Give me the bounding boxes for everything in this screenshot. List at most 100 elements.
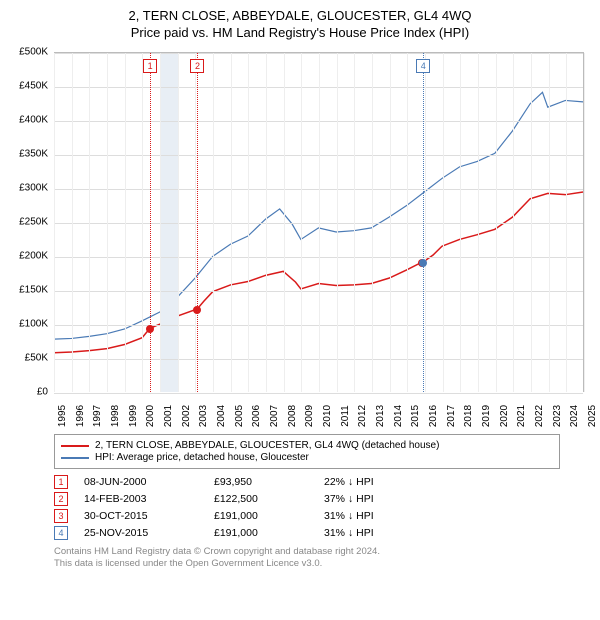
gridline-v [390,53,391,392]
table-row: 214-FEB-2003£122,50037% ↓ HPI [54,492,560,506]
table-row: 108-JUN-2000£93,95022% ↓ HPI [54,475,560,489]
gridline-v [584,53,585,392]
x-tick-label: 2010 [322,405,333,427]
y-tick-label: £100K [19,319,48,330]
x-tick-label: 2007 [269,405,280,427]
gridline-v [231,53,232,392]
gridline-v [248,53,249,392]
table-row: 4 25-NOV-2015£191,00031% ↓ HPI [54,526,560,540]
x-tick-label: 2005 [234,405,245,427]
x-tick-label: 1999 [128,405,139,427]
legend: 2, TERN CLOSE, ABBEYDALE, GLOUCESTER, GL… [54,434,560,469]
y-tick-label: £450K [19,81,48,92]
table-row: 3 30-OCT-2015£191,00031% ↓ HPI [54,509,560,523]
y-tick-label: £150K [19,285,48,296]
data-point [419,259,427,267]
marker-line [423,53,424,392]
footer-line-2: This data is licensed under the Open Gov… [54,558,560,570]
legend-label: 2, TERN CLOSE, ABBEYDALE, GLOUCESTER, GL… [95,440,439,451]
gridline-v [195,53,196,392]
gridline-v [54,53,55,392]
y-tick-label: £350K [19,149,48,160]
x-tick-label: 1997 [92,405,103,427]
marker-label: 2 [190,59,204,73]
x-tick-label: 2021 [516,405,527,427]
x-tick-label: 2002 [181,405,192,427]
legend-item: 2, TERN CLOSE, ABBEYDALE, GLOUCESTER, GL… [61,440,553,451]
gridline-v [89,53,90,392]
y-axis: £0£50K£100K£150K£200K£250K£300K£350K£400… [10,48,50,392]
row-pct: 31% ↓ HPI [324,510,444,522]
arrow-down-icon: ↓ [348,476,353,488]
arrow-down-icon: ↓ [348,527,353,539]
gridline-v [284,53,285,392]
marker-line [150,53,151,392]
gridline-v [72,53,73,392]
x-tick-label: 2004 [216,405,227,427]
y-tick-label: £300K [19,183,48,194]
gridline-v [107,53,108,392]
gridline-v [354,53,355,392]
x-tick-label: 2001 [163,405,174,427]
x-tick-label: 2000 [145,405,156,427]
gridline-v [266,53,267,392]
legend-item: HPI: Average price, detached house, Glou… [61,452,553,463]
gridline-v [178,53,179,392]
x-tick-label: 2009 [304,405,315,427]
footer-attribution: Contains HM Land Registry data © Crown c… [54,546,560,571]
gridline-v [319,53,320,392]
y-tick-label: £400K [19,115,48,126]
x-tick-label: 2022 [534,405,545,427]
y-tick-label: £200K [19,251,48,262]
gridline-v [125,53,126,392]
legend-swatch [61,457,89,459]
gridline-v [372,53,373,392]
arrow-down-icon: ↓ [348,510,353,522]
row-price: £93,950 [214,476,324,488]
gridline-v [478,53,479,392]
x-tick-label: 2016 [428,405,439,427]
y-tick-label: £250K [19,217,48,228]
row-marker-box: 2 [54,492,68,506]
row-pct: 31% ↓ HPI [324,527,444,539]
y-tick-label: £50K [25,353,48,364]
x-tick-label: 2013 [375,405,386,427]
x-tick-label: 2025 [587,405,598,427]
row-marker-box: 3 [54,509,68,523]
gridline-v [301,53,302,392]
transactions-table: 108-JUN-2000£93,95022% ↓ HPI 2 14-FEB-2003… [54,475,560,540]
x-tick-label: 2019 [481,405,492,427]
marker-label: 1 [143,59,157,73]
gridline-v [337,53,338,392]
chart-area: £0£50K£100K£150K£200K£250K£300K£350K£400… [10,48,590,428]
row-date: 30-OCT-2015 [84,510,214,522]
row-price: £122,500 [214,493,324,505]
gridline-v [513,53,514,392]
row-date: 14-FEB-2003 [84,493,214,505]
x-tick-label: 1995 [57,405,68,427]
row-price: £191,000 [214,527,324,539]
chart-title: 2, TERN CLOSE, ABBEYDALE, GLOUCESTER, GL… [10,8,590,23]
x-tick-label: 1996 [75,405,86,427]
gridline-v [496,53,497,392]
row-price: £191,000 [214,510,324,522]
row-date: 25-NOV-2015 [84,527,214,539]
y-tick-label: £500K [19,47,48,58]
chart-container: 2, TERN CLOSE, ABBEYDALE, GLOUCESTER, GL… [0,0,600,579]
gridline-v [566,53,567,392]
plot-region: 124 [54,52,584,392]
gridline-v [531,53,532,392]
data-point [146,325,154,333]
gridline-v [407,53,408,392]
x-tick-label: 2006 [251,405,262,427]
data-point [193,306,201,314]
x-tick-label: 2003 [198,405,209,427]
x-tick-label: 2017 [446,405,457,427]
legend-swatch [61,445,89,447]
gridline-v [425,53,426,392]
arrow-down-icon: ↓ [348,493,353,505]
row-marker-box: 4 [54,526,68,540]
x-tick-label: 2014 [393,405,404,427]
x-tick-label: 2023 [552,405,563,427]
legend-label: HPI: Average price, detached house, Glou… [95,452,309,463]
